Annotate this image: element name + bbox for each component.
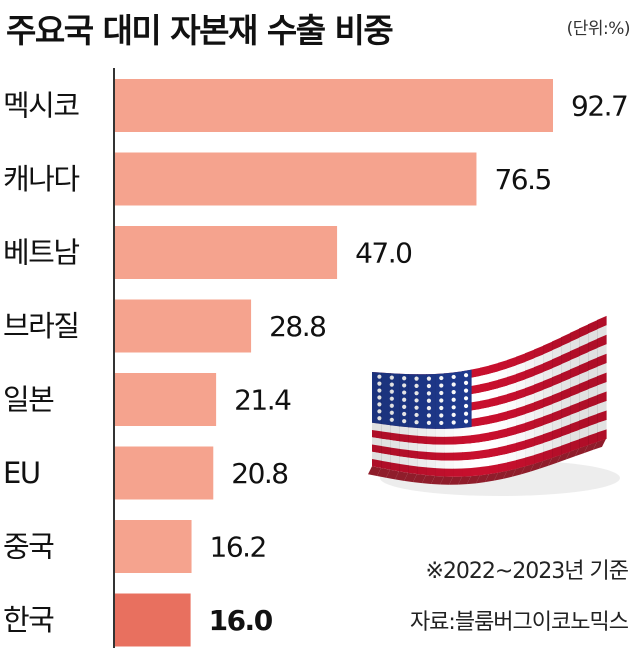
base-year-note: ※2022~2023년 기준 [425,559,629,584]
unit-label: (단위:%) [566,19,631,39]
category-label: EU [3,456,40,490]
bar-브라질 [115,299,252,353]
value-label: 92.7 [571,90,627,123]
bar-베트남 [115,226,338,279]
bar-EU [115,446,214,500]
value-label: 28.8 [269,310,325,343]
value-label: 76.5 [494,163,550,196]
us-flag-icon [368,315,620,496]
bar-멕시코 [115,79,553,132]
category-label: 브라질 [3,309,79,343]
category-label: 일본 [3,383,54,417]
source-label: 자료:블룸버그이코노믹스 [409,610,629,635]
bar-한국 [115,593,191,647]
value-label: 21.4 [234,384,291,417]
value-label: 16.0 [209,604,273,637]
bars: 멕시코 92.7 캐나다 76.5 베트남 47.0 브라질 28.8 일본 21.4 EU 20.8… [3,79,629,647]
category-label: 캐나다 [3,162,79,196]
bar-캐나다 [115,152,477,206]
value-label: 20.8 [231,457,287,490]
value-label: 16.2 [210,531,266,564]
category-label: 베트남 [3,236,79,270]
chart-title: 주요국 대미 자본재 수출 비중 [6,11,394,50]
bar-일본 [115,373,217,426]
category-label: 멕시코 [3,89,79,123]
category-label: 중국 [3,530,54,564]
bar-중국 [115,520,192,573]
category-label: 한국 [3,603,54,637]
value-label: 47.0 [355,237,411,270]
